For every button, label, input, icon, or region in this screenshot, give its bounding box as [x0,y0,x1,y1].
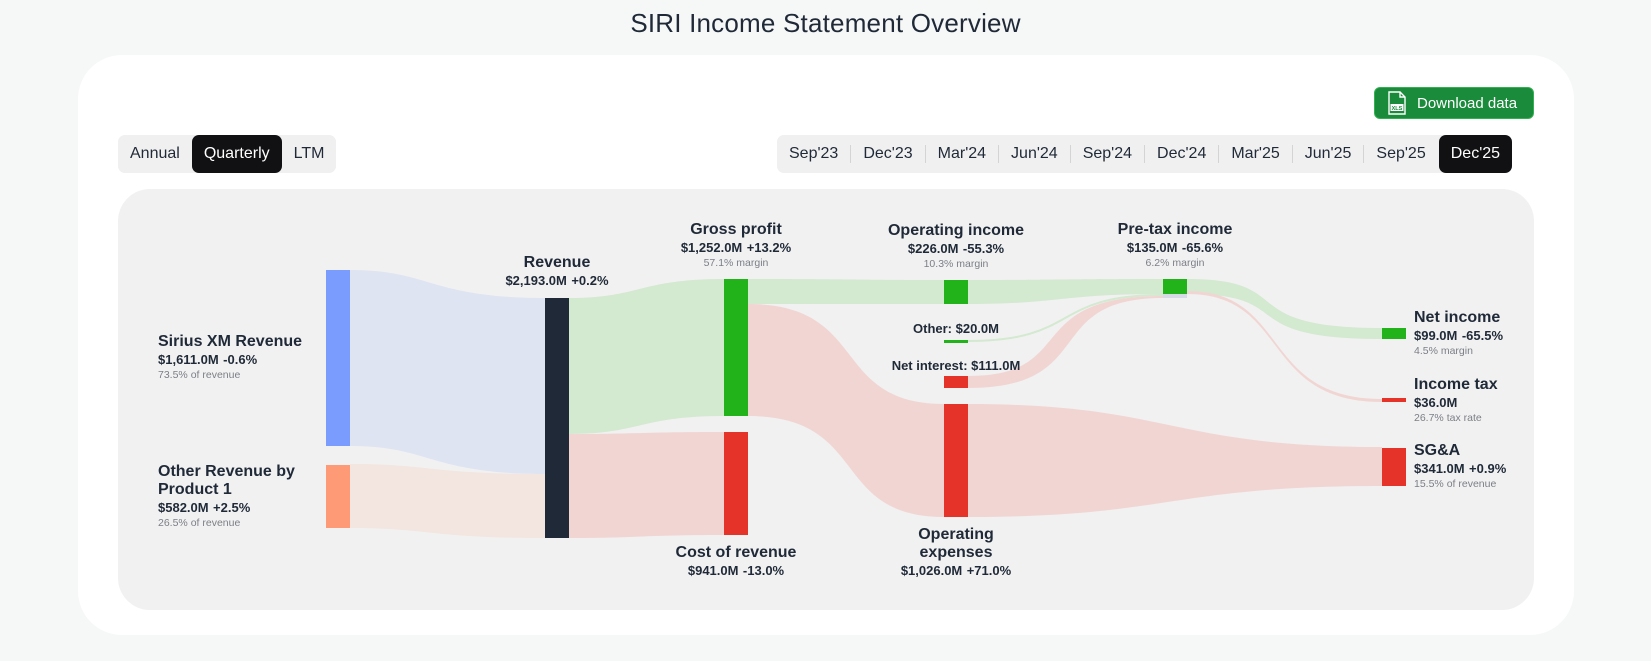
period-jun24[interactable]: Jun'24 [1011,145,1058,162]
period-mar25[interactable]: Mar'25 [1231,145,1280,162]
label-operating-income: Operating income $226.0M -55.3% 10.3% ma… [887,222,1025,270]
node-operating-income[interactable] [944,280,968,304]
link-revenue-to-gross-profit [569,279,724,434]
link-sirius-to-revenue [350,270,545,474]
sankey-links [350,270,1382,538]
period-sep25[interactable]: Sep'25 [1376,145,1426,162]
link-other-revenue-to-revenue [350,464,545,538]
label-pretax-income: Pre-tax income $135.0M -65.6% 6.2% margi… [1117,221,1233,269]
node-other-revenue[interactable] [326,465,350,528]
period-type-quarterly[interactable]: Quarterly [191,135,282,173]
label-income-tax: Income tax $36.0M 26.7% tax rate [1414,376,1498,424]
link-pretax-to-net-income [1187,279,1382,339]
svg-text:XLS: XLS [1392,106,1403,112]
divider [1218,145,1220,163]
period-dec25[interactable]: Dec'25 [1438,135,1513,173]
label-cost-of-revenue: Cost of revenue $941.0M -13.0% [675,544,797,578]
node-net-income[interactable] [1382,328,1406,339]
node-cost-of-revenue[interactable] [724,432,748,535]
divider [998,145,1000,163]
divider [924,145,926,163]
link-other-to-pretax [967,294,1164,342]
link-revenue-to-cost-of-revenue [569,432,724,538]
download-data-button[interactable]: XLS Download data [1374,87,1534,119]
period-jun25[interactable]: Jun'25 [1304,145,1352,162]
period-sep24[interactable]: Sep'24 [1082,145,1133,162]
node-operating-expenses[interactable] [944,404,968,517]
label-other: Other: $20.0M [913,321,999,336]
node-sga[interactable] [1382,448,1406,486]
label-revenue: Revenue $2,193.0M +0.2% [505,254,609,288]
period-type-toggle: Annual Quarterly LTM [118,135,337,173]
node-net-interest[interactable] [944,376,968,388]
link-operating-income-to-pretax [968,279,1163,304]
period-mar24[interactable]: Mar'24 [937,145,987,162]
download-label: Download data [1417,94,1518,112]
label-net-income: Net income $99.0M -65.5% 4.5% margin [1414,309,1504,357]
link-pretax-to-income-tax [1187,291,1382,402]
period-sep23[interactable]: Sep'23 [789,145,839,162]
node-revenue[interactable] [545,298,569,538]
divider [1069,145,1071,163]
period-dec23[interactable]: Dec'23 [863,145,913,162]
period-type-annual[interactable]: Annual [130,145,180,162]
xls-file-icon: XLS [1388,91,1406,115]
label-sirius-xm-revenue: Sirius XM Revenue $1,611.0M -0.6% 73.5% … [158,333,303,381]
node-pretax-income-deduction [1163,294,1187,298]
label-gross-profit: Gross profit $1,252.0M +13.2% 57.1% marg… [680,221,792,269]
node-sirius-xm-revenue[interactable] [326,270,350,446]
divider [1363,145,1365,163]
period-dec24[interactable]: Dec'24 [1157,145,1207,162]
label-operating-expenses: Operating expenses $1,026.0M +71.0% [900,526,1012,578]
node-other[interactable] [944,340,968,343]
link-net-interest-to-pretax [968,296,1163,388]
node-income-tax[interactable] [1382,398,1406,402]
node-gross-profit[interactable] [724,279,748,416]
divider [1144,145,1146,163]
divider [850,145,852,163]
period-selector: Sep'23 Dec'23 Mar'24 Jun'24 Sep'24 Dec'2… [777,135,1513,173]
link-gross-profit-to-operating-income [748,279,944,304]
link-gross-profit-to-operating-expenses [748,304,944,517]
page-title: SIRI Income Statement Overview [630,8,1021,38]
sankey-nodes [326,270,1406,538]
label-sga: SG&A $341.0M +0.9% 15.5% of revenue [1414,442,1507,490]
node-pretax-income[interactable] [1163,279,1187,294]
divider [1291,145,1293,163]
label-other-revenue: Other Revenue by Product 1 $582.0M +2.5%… [158,463,295,529]
link-operating-expenses-to-sga [968,404,1382,517]
period-type-ltm[interactable]: LTM [293,145,325,162]
label-net-interest: Net interest: $111.0M [891,358,1021,373]
